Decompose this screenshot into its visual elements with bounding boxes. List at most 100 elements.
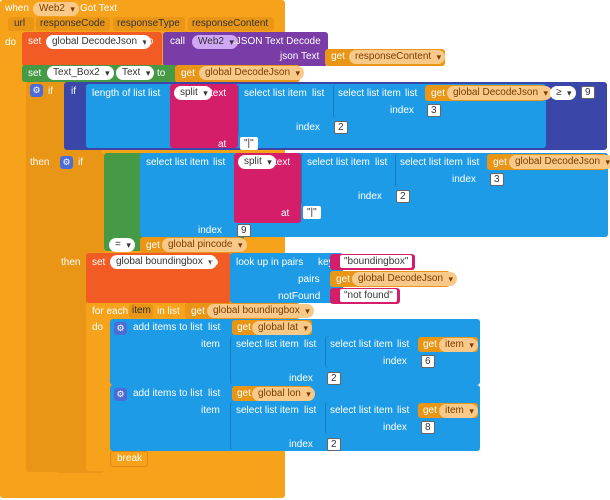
item-dropdown[interactable]: item <box>439 404 478 418</box>
item-label: item <box>201 339 220 350</box>
index-number[interactable]: 8 <box>421 421 435 434</box>
select-label: select list item <box>146 157 209 168</box>
select-label: select list item <box>400 157 463 168</box>
item-dropdown[interactable]: item <box>439 338 478 352</box>
decodejson-dropdown[interactable]: global DecodeJson <box>352 272 458 286</box>
separator-string[interactable]: "|" <box>303 206 321 219</box>
decodejson-dropdown[interactable]: global DecodeJson <box>199 66 305 80</box>
index-label: index <box>383 356 407 367</box>
index-number[interactable]: 6 <box>421 355 435 368</box>
get-label: get <box>423 405 437 416</box>
param-responsecontent[interactable] <box>188 17 274 31</box>
operator-dropdown[interactable]: ≥ <box>550 86 576 100</box>
if-label: if <box>78 157 83 168</box>
then-label: then <box>61 257 81 268</box>
boundingbox-var-dropdown[interactable]: global boundingbox <box>110 255 217 269</box>
get-label: get <box>423 339 437 350</box>
textbox-dropdown[interactable]: Text_Box2 <box>47 66 114 80</box>
when-label: when <box>5 3 29 14</box>
index-label: index <box>383 422 407 433</box>
index-label: index <box>390 105 414 116</box>
method-label: .JSON Text Decode <box>233 36 321 47</box>
set-label: set <box>92 257 106 268</box>
separator-string[interactable]: "|" <box>240 137 258 150</box>
web2-dropdown[interactable]: Web2 <box>192 35 238 49</box>
index-label: index <box>296 122 320 133</box>
list-label: list <box>397 339 410 350</box>
list-label: list <box>312 88 325 99</box>
text-prop-dropdown[interactable]: Text <box>116 66 155 80</box>
select-label: select list item <box>236 405 299 416</box>
event-name: Got Text <box>80 3 118 14</box>
select-label: select list item <box>330 405 393 416</box>
split-dropdown[interactable]: split <box>174 86 212 100</box>
param-responsetype[interactable] <box>113 17 185 31</box>
if-label: if <box>48 86 53 97</box>
select-label: select list item <box>236 339 299 350</box>
select-list-item-inner-block[interactable] <box>325 336 479 368</box>
split-dropdown[interactable]: split <box>238 155 276 169</box>
select-label: select list item <box>244 88 307 99</box>
param-url[interactable] <box>8 17 34 31</box>
gear-icon[interactable]: ⚙ <box>60 156 73 169</box>
compare-number[interactable]: 9 <box>581 86 595 99</box>
loop-var-block[interactable] <box>129 304 153 318</box>
get-label: get <box>237 388 251 399</box>
call-label: call <box>170 36 186 47</box>
get-label: get <box>181 68 195 79</box>
param-responsecode[interactable] <box>36 17 110 31</box>
index-label: index <box>289 439 313 450</box>
select-label: select list item <box>338 88 401 99</box>
lookup-pairs-block[interactable] <box>230 253 343 303</box>
gear-icon[interactable]: ⚙ <box>30 84 43 97</box>
index-number[interactable]: 9 <box>237 224 251 237</box>
param-responsecode-label: responseCode <box>40 18 106 29</box>
get-label: get <box>331 51 345 62</box>
get-label: get <box>146 240 160 251</box>
jsontext-label: json Text <box>280 51 320 62</box>
notfound-string[interactable]: "not found" <box>340 289 397 302</box>
operator-dropdown[interactable]: = <box>109 238 135 252</box>
list-label: list <box>148 88 161 99</box>
index-number[interactable]: 2 <box>396 190 410 203</box>
set-label: set <box>28 36 42 47</box>
text-label: text <box>210 88 227 99</box>
lat-dropdown[interactable]: global lat <box>252 321 313 335</box>
list-label: list <box>405 88 418 99</box>
decodejson-dropdown[interactable]: global DecodeJson <box>447 86 553 100</box>
component-dropdown[interactable]: Web2 <box>33 2 79 16</box>
gear-icon[interactable]: ⚙ <box>114 322 127 335</box>
loop-var-label: item <box>132 305 151 316</box>
list-label: list <box>208 388 221 399</box>
to-label: to <box>145 36 154 47</box>
at-label: at <box>281 208 290 219</box>
list-label: list <box>213 157 226 168</box>
index-label: index <box>289 373 313 384</box>
foreach-label: for each <box>92 306 129 317</box>
gear-icon[interactable]: ⚙ <box>114 388 127 401</box>
decodejson-dropdown[interactable]: global DecodeJson <box>509 155 610 169</box>
break-block[interactable] <box>110 451 148 467</box>
responsecontent-dropdown[interactable]: responseContent <box>349 50 446 64</box>
do-label: do <box>5 37 17 48</box>
index-number[interactable]: 3 <box>427 104 441 117</box>
lon-dropdown[interactable]: global lon <box>252 387 315 401</box>
call-json-decode-block[interactable] <box>163 32 328 66</box>
select-label: select list item <box>307 157 370 168</box>
boundingbox-dropdown[interactable]: global boundingbox <box>207 304 314 318</box>
index-number[interactable]: 2 <box>327 438 341 451</box>
key-string[interactable]: "boundingbox" <box>340 255 413 268</box>
do-label: do <box>92 322 104 333</box>
list-label: list <box>397 405 410 416</box>
index-number[interactable]: 3 <box>490 173 504 186</box>
index-number[interactable]: 2 <box>334 121 348 134</box>
add-items-label: add items to list <box>133 322 203 333</box>
length-label: length of list <box>92 88 146 99</box>
pincode-dropdown[interactable]: global pincode <box>162 238 247 252</box>
get-label: get <box>191 306 205 317</box>
list-label: list <box>304 339 317 350</box>
then-label: then <box>30 157 50 168</box>
index-number[interactable]: 2 <box>327 372 341 385</box>
var-dropdown[interactable]: global DecodeJson <box>46 35 152 49</box>
pairs-label: pairs <box>298 274 320 285</box>
